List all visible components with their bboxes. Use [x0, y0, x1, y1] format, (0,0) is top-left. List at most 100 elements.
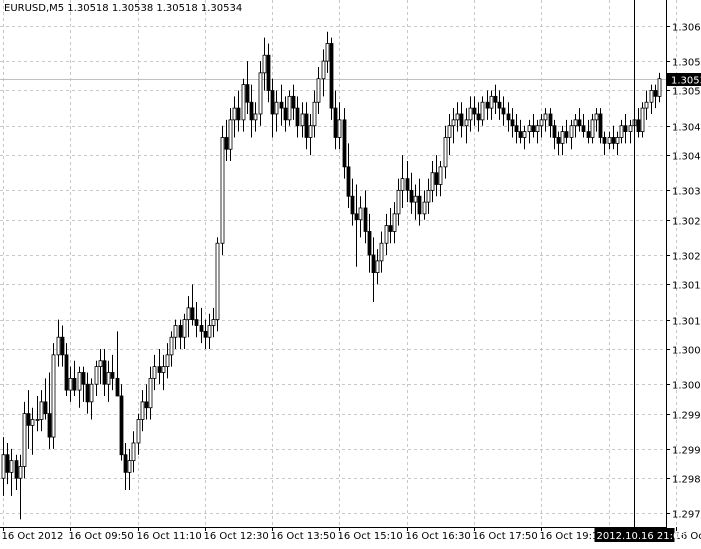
candle[interactable] [2, 437, 5, 496]
candle[interactable] [128, 449, 131, 490]
candle[interactable] [267, 43, 270, 102]
candle[interactable] [334, 90, 337, 149]
candle[interactable] [641, 102, 644, 137]
candle[interactable] [208, 314, 211, 349]
candle[interactable] [465, 108, 468, 143]
candle[interactable] [305, 102, 308, 149]
candle[interactable] [410, 173, 413, 214]
candle[interactable] [116, 331, 119, 396]
candle[interactable] [343, 108, 346, 179]
candle[interactable] [132, 431, 135, 472]
candle[interactable] [654, 85, 657, 109]
candle[interactable] [540, 114, 543, 138]
candle[interactable] [166, 343, 169, 378]
candle[interactable] [536, 120, 539, 144]
candle[interactable] [561, 126, 564, 155]
candle[interactable] [326, 32, 329, 73]
candle[interactable] [423, 190, 426, 219]
candle[interactable] [296, 96, 299, 137]
candle[interactable] [351, 179, 354, 226]
candle[interactable] [90, 378, 93, 419]
candle[interactable] [40, 390, 43, 431]
candle[interactable] [158, 349, 161, 384]
candle[interactable] [486, 90, 489, 119]
candle[interactable] [565, 120, 568, 144]
candle[interactable] [15, 455, 18, 490]
candle[interactable] [36, 396, 39, 431]
candle[interactable] [288, 90, 291, 125]
candle[interactable] [372, 237, 375, 302]
candle[interactable] [48, 372, 51, 448]
candle[interactable] [137, 414, 140, 455]
candle[interactable] [338, 102, 341, 149]
candle[interactable] [170, 331, 173, 366]
candle[interactable] [608, 132, 611, 150]
candle[interactable] [254, 102, 257, 131]
candle[interactable] [111, 355, 114, 390]
candle[interactable] [301, 102, 304, 137]
candle[interactable] [246, 61, 249, 114]
candle[interactable] [120, 384, 123, 460]
candle[interactable] [519, 120, 522, 144]
candle[interactable] [103, 349, 106, 396]
candle[interactable] [27, 390, 30, 449]
candle[interactable] [650, 85, 653, 114]
candle[interactable] [237, 90, 240, 131]
candle[interactable] [511, 108, 514, 137]
candle[interactable] [309, 114, 312, 155]
candle[interactable] [603, 132, 606, 156]
candle[interactable] [444, 126, 447, 179]
candle[interactable] [490, 90, 493, 119]
candle[interactable] [502, 96, 505, 125]
candle[interactable] [52, 343, 55, 449]
candle[interactable] [595, 108, 598, 132]
candle[interactable] [355, 184, 358, 266]
candle[interactable] [431, 161, 434, 202]
candle[interactable] [69, 367, 72, 402]
candle[interactable] [347, 143, 350, 208]
candle[interactable] [544, 108, 547, 132]
candle[interactable] [523, 126, 526, 150]
candle[interactable] [494, 85, 497, 114]
candle[interactable] [212, 308, 215, 337]
candle[interactable] [187, 296, 190, 337]
candle[interactable] [179, 320, 182, 349]
candle[interactable] [10, 449, 13, 496]
candle[interactable] [292, 85, 295, 120]
candle[interactable] [587, 120, 590, 144]
candle[interactable] [507, 102, 510, 131]
candle[interactable] [200, 308, 203, 343]
candle[interactable] [616, 132, 619, 156]
candle[interactable] [549, 108, 552, 137]
candle[interactable] [612, 126, 615, 150]
candle[interactable] [229, 108, 232, 161]
candle[interactable] [368, 214, 371, 273]
candle[interactable] [107, 361, 110, 402]
candle[interactable] [393, 202, 396, 243]
candle[interactable] [271, 79, 274, 138]
candle[interactable] [61, 325, 64, 366]
candle[interactable] [322, 49, 325, 96]
candle[interactable] [65, 343, 68, 396]
candle[interactable] [557, 132, 560, 156]
candle[interactable] [658, 73, 661, 102]
candle[interactable] [645, 90, 648, 119]
candle[interactable] [82, 367, 85, 402]
candle[interactable] [553, 120, 556, 149]
candle[interactable] [263, 38, 266, 91]
candle[interactable] [570, 120, 573, 149]
candle[interactable] [591, 114, 594, 143]
candle[interactable] [78, 367, 81, 408]
candle[interactable] [141, 390, 144, 431]
candle[interactable] [364, 190, 367, 243]
candle[interactable] [624, 114, 627, 143]
candle[interactable] [195, 302, 198, 337]
candle[interactable] [477, 102, 480, 131]
candle[interactable] [275, 90, 278, 131]
candle[interactable] [528, 120, 531, 144]
candle[interactable] [242, 79, 245, 132]
candle[interactable] [574, 114, 577, 138]
candle[interactable] [427, 179, 430, 214]
